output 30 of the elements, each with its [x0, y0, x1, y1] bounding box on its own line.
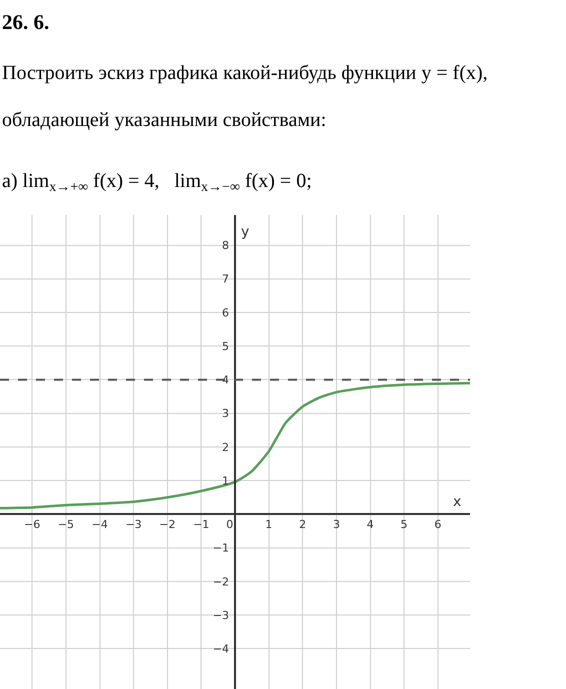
y-tick-label: 2 — [222, 440, 230, 454]
y-tick-label: −2 — [212, 575, 230, 588]
y-tick-label: 5 — [222, 340, 230, 353]
x-tick-label: 0 — [226, 518, 244, 532]
y-tick-label: −4 — [212, 642, 230, 656]
y-tick-label: 1 — [222, 474, 230, 488]
y-tick-label: 8 — [222, 239, 230, 252]
line-series — [0, 382, 470, 510]
text: а) lim$_{x→+∞}$ f(x) = 4, lim$_{x→−∞}$ f(x) = 0; — [2, 170, 312, 196]
x-tick-label: 4 — [366, 518, 374, 532]
y-axis-title: y — [241, 224, 250, 240]
text: Построить эскиз графика какой-нибудь функции y = f(x), обладающей указанными свойствами: — [2, 62, 488, 131]
y-tick-label: 7 — [222, 272, 230, 286]
x-tick-label: −2 — [159, 518, 176, 532]
y-tick-label: 6 — [222, 306, 230, 320]
x-tick-label: −4 — [92, 518, 108, 532]
y-tick-label: −3 — [212, 608, 230, 622]
x-tick-label: −5 — [58, 518, 74, 532]
x-tick-label: 5 — [400, 518, 408, 532]
x-tick-label: 2 — [299, 518, 306, 532]
chart-title: 26. 6. — [2, 10, 50, 34]
x-axis-title: x — [453, 494, 462, 510]
x-tick-label: −3 — [125, 518, 142, 532]
x-tick-label: 1 — [265, 518, 272, 532]
x-tick-label: 6 — [434, 518, 442, 532]
x-tick-label: −6 — [24, 518, 40, 532]
x-tick-label: −1 — [193, 518, 210, 532]
y-tick-label: 3 — [222, 407, 230, 420]
x-tick-label: 3 — [332, 518, 340, 532]
y-tick-label: −1 — [212, 542, 230, 555]
